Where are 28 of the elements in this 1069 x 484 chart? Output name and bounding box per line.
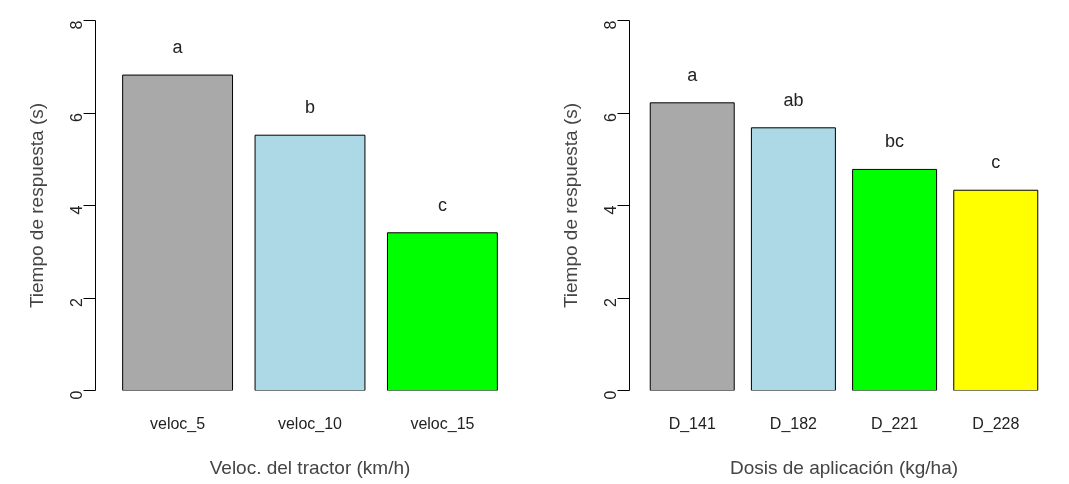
x-tick-label: veloc_10 xyxy=(277,414,343,433)
y-tick-label: 2 xyxy=(601,297,619,307)
x-tick-label: veloc_15 xyxy=(410,414,475,433)
y-tick-label: 0 xyxy=(601,390,619,400)
annotation: bc xyxy=(885,131,905,152)
y-tick-label: 4 xyxy=(601,205,619,215)
x-tick-label: D_221 xyxy=(871,414,919,433)
annotation: ab xyxy=(783,89,804,110)
annotation: c xyxy=(991,152,1001,173)
x-axis-title: Dosis de aplicación (kg/ha) xyxy=(729,456,959,478)
x-tick-label: D_141 xyxy=(668,414,716,433)
y-tick-label: 4 xyxy=(67,205,85,215)
y-tick-label: 2 xyxy=(67,297,85,307)
annotation: a xyxy=(172,37,184,58)
y-tick-label: 0 xyxy=(67,390,85,400)
annotation: a xyxy=(687,64,699,85)
y-axis-title: Tiempo de respuesta (s) xyxy=(25,102,47,309)
x-tick-label: D_228 xyxy=(972,414,1020,433)
y-axis-title: Tiempo de respuesta (s) xyxy=(559,102,581,309)
annotation: c xyxy=(437,194,447,215)
y-tick-label: 6 xyxy=(67,112,85,122)
x-tick-label: veloc_5 xyxy=(150,414,206,433)
y-tick-label: 8 xyxy=(67,20,85,30)
y-tick-label: 6 xyxy=(601,112,619,122)
x-tick-label: D_182 xyxy=(769,414,818,433)
x-axis-title: Veloc. del tractor (km/h) xyxy=(209,456,411,478)
y-tick-label: 8 xyxy=(601,20,619,30)
annotation: b xyxy=(304,97,316,118)
